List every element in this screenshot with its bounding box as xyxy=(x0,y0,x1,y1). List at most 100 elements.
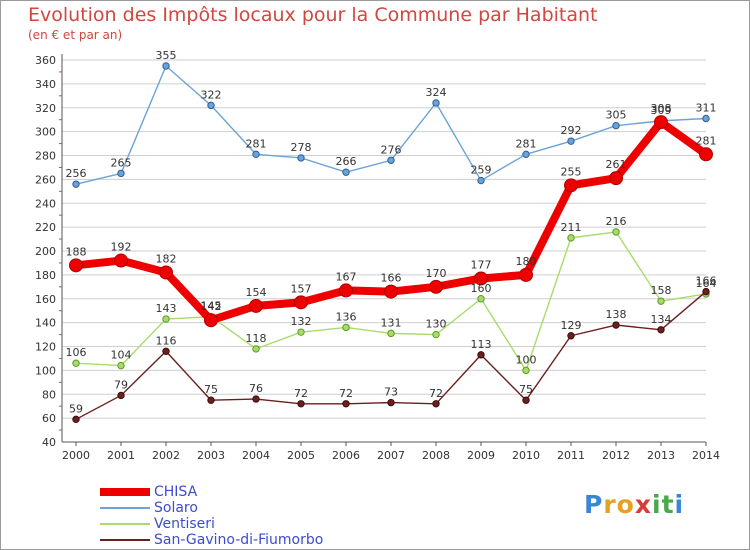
data-point xyxy=(702,287,710,296)
data-label: 188 xyxy=(66,245,87,258)
data-label: 261 xyxy=(606,158,627,171)
data-label: 256 xyxy=(66,167,87,180)
data-point xyxy=(567,332,575,340)
data-point xyxy=(72,359,80,367)
data-point xyxy=(72,415,80,424)
legend-label: CHISA xyxy=(154,484,198,500)
data-point xyxy=(339,283,353,298)
data-label: 76 xyxy=(249,382,263,395)
legend-item-ventiseri[interactable]: Ventiseri xyxy=(100,516,215,532)
logo-letter: o xyxy=(616,490,635,519)
data-point xyxy=(432,99,440,107)
data-label: 322 xyxy=(201,88,222,101)
data-label: 59 xyxy=(69,402,83,415)
data-label: 75 xyxy=(204,383,218,396)
data-point xyxy=(297,328,305,336)
logo-letter: i xyxy=(652,490,662,519)
data-point xyxy=(387,156,395,164)
x-tick-label: 2014 xyxy=(692,449,720,462)
data-point xyxy=(699,147,713,162)
data-point xyxy=(657,297,665,305)
data-label: 157 xyxy=(291,282,312,295)
data-label: 278 xyxy=(291,141,312,154)
data-label: 72 xyxy=(429,387,443,400)
data-label: 143 xyxy=(156,302,177,315)
data-label: 116 xyxy=(156,334,177,347)
data-label: 305 xyxy=(606,109,627,122)
data-point xyxy=(72,180,80,188)
data-label: 131 xyxy=(381,316,402,329)
legend-label: Solaro xyxy=(154,500,198,516)
data-point xyxy=(609,171,623,186)
data-label: 158 xyxy=(651,284,672,297)
data-label: 192 xyxy=(111,241,132,254)
data-point xyxy=(384,284,398,299)
legend-item-solaro[interactable]: Solaro xyxy=(100,500,198,516)
data-label: 265 xyxy=(111,156,132,169)
data-point xyxy=(162,347,170,355)
x-tick-label: 2009 xyxy=(467,449,495,462)
x-tick-label: 2010 xyxy=(512,449,540,462)
y-tick-label: 60 xyxy=(42,412,56,425)
data-label: 113 xyxy=(471,338,492,351)
data-label: 72 xyxy=(339,387,353,400)
data-point xyxy=(432,400,440,408)
data-label: 134 xyxy=(651,313,672,326)
x-tick-label: 2005 xyxy=(287,449,315,462)
data-label: 266 xyxy=(336,155,357,168)
data-point xyxy=(297,400,305,408)
data-point xyxy=(477,351,485,359)
data-point xyxy=(432,330,440,339)
data-label: 129 xyxy=(561,319,582,332)
data-point xyxy=(477,295,485,303)
data-point xyxy=(702,114,710,123)
data-point xyxy=(567,137,575,145)
data-point xyxy=(387,329,395,338)
data-point xyxy=(522,366,530,375)
y-tick-label: 360 xyxy=(35,54,56,67)
data-point xyxy=(612,228,620,236)
y-tick-label: 260 xyxy=(35,173,56,186)
data-label: 355 xyxy=(156,49,177,62)
y-tick-label: 120 xyxy=(35,341,56,354)
data-label: 211 xyxy=(561,221,582,234)
y-tick-label: 340 xyxy=(35,78,56,91)
y-tick-label: 300 xyxy=(35,126,56,139)
data-label: 180 xyxy=(516,255,537,268)
x-tick-label: 2002 xyxy=(152,449,180,462)
data-point xyxy=(117,361,125,370)
data-point xyxy=(252,395,260,403)
data-point xyxy=(69,258,83,273)
y-tick-label: 180 xyxy=(35,269,56,282)
data-point xyxy=(252,150,260,159)
data-point xyxy=(657,326,665,334)
legend-swatch xyxy=(100,539,150,541)
data-point xyxy=(477,176,485,185)
legend-item-chisa[interactable]: CHISA xyxy=(100,484,197,500)
y-tick-label: 220 xyxy=(35,221,56,234)
data-point xyxy=(342,400,350,408)
data-label: 138 xyxy=(606,308,627,321)
data-label: 73 xyxy=(384,386,398,399)
legend-item-san-gavino[interactable]: San-Gavino-di-Fiumorbo xyxy=(100,532,323,548)
y-tick-label: 40 xyxy=(42,436,56,449)
data-label: 100 xyxy=(516,353,537,366)
data-point xyxy=(567,234,575,242)
data-point xyxy=(162,62,170,70)
data-point xyxy=(252,345,260,353)
data-point xyxy=(342,168,350,176)
data-label: 281 xyxy=(246,137,267,150)
x-tick-label: 2006 xyxy=(332,449,360,462)
data-point xyxy=(207,101,215,110)
data-label: 145 xyxy=(201,300,222,313)
data-label: 118 xyxy=(246,332,267,345)
data-point xyxy=(612,121,620,130)
data-point xyxy=(117,169,125,178)
data-label: 292 xyxy=(561,124,582,137)
data-label: 72 xyxy=(294,387,308,400)
data-point xyxy=(159,265,173,280)
data-point xyxy=(162,315,170,323)
data-point xyxy=(249,298,263,313)
logo-letter: i xyxy=(674,490,685,519)
x-tick-label: 2003 xyxy=(197,449,225,462)
